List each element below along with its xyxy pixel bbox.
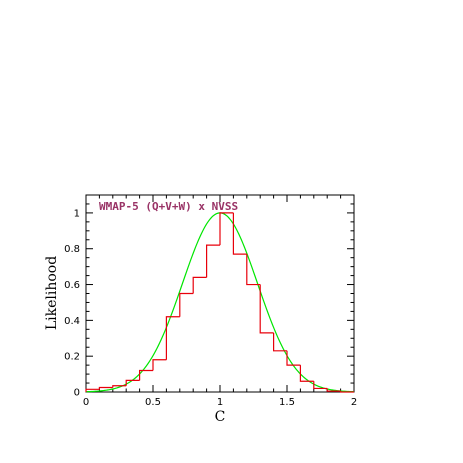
x-tick-label: 1.5: [279, 397, 295, 408]
histogram-bin: [313, 381, 328, 390]
histogram-bin: [286, 350, 301, 366]
histogram-bin: [192, 276, 207, 294]
histogram-bin: [326, 388, 341, 392]
x-tick-label: 0.5: [145, 397, 161, 408]
y-tick-label: 1: [74, 208, 80, 219]
histogram-bin: [340, 391, 354, 393]
axis-tick-labels: 0 0.5 1 1.5 2 0 0.2 0.4 0.6 0.8 1: [64, 208, 357, 408]
chart-title: WMAP-5 (Q+V+W) x NVSS: [99, 200, 238, 213]
x-tick-label: 2: [351, 397, 357, 408]
histogram-bin: [246, 254, 261, 286]
histogram-series: [85, 212, 354, 393]
histogram-bin: [179, 292, 194, 317]
axis-ticks: [85, 194, 355, 393]
histogram-bin: [165, 316, 180, 360]
histogram-bin: [98, 386, 113, 390]
histogram-bin: [206, 244, 220, 278]
histogram-bin: [152, 359, 167, 371]
y-tick-label: 0.6: [64, 280, 80, 291]
histogram-bin: [273, 332, 287, 352]
histogram-bin: [299, 365, 314, 382]
histogram-bin: [112, 385, 127, 388]
histogram-bin: [259, 284, 274, 334]
y-tick-label: 0.4: [64, 316, 80, 327]
y-tick-label: 0.8: [64, 244, 80, 255]
y-tick-label: 0.2: [64, 352, 80, 363]
y-axis-label: Likelihood: [44, 256, 60, 330]
histogram-bin: [219, 212, 234, 246]
histogram-bin: [125, 379, 140, 386]
x-tick-label: 0: [83, 397, 89, 408]
y-tick-label: 0: [74, 388, 80, 399]
x-axis-label: C: [215, 409, 226, 425]
histogram-bin: [232, 212, 247, 255]
histogram-bin: [85, 388, 100, 392]
x-tick-label: 1: [217, 397, 223, 408]
histogram-bin: [139, 369, 153, 381]
